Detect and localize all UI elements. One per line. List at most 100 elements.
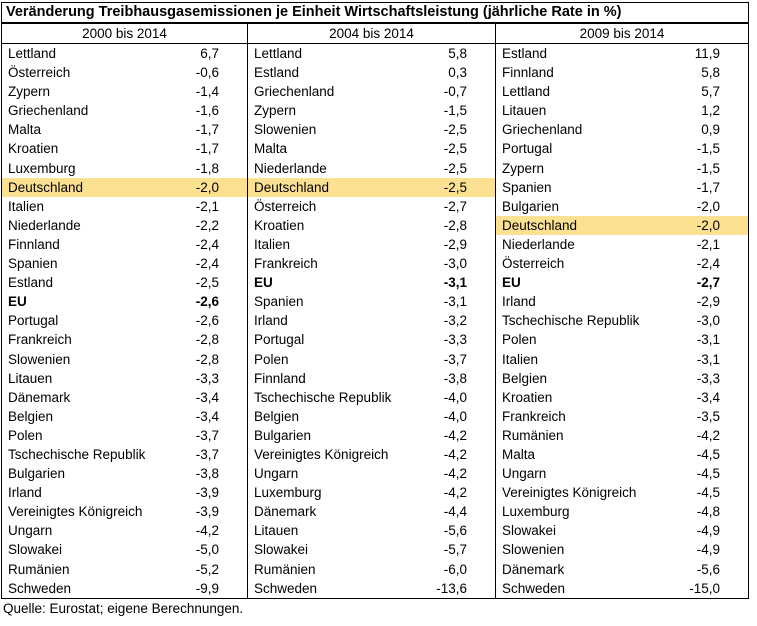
value-label: -3,3 <box>443 332 467 348</box>
value-label: -3,0 <box>443 256 467 272</box>
country-label: Polen <box>8 427 43 443</box>
table-row: Österreich -0,6 <box>2 63 247 82</box>
value-label: -2,0 <box>696 217 720 233</box>
table-row: Litauen 1,2 <box>496 101 748 120</box>
value-label: -3,8 <box>443 370 467 386</box>
table-row: Estland 0,3 <box>248 63 495 82</box>
table-row: Rumänien -5,2 <box>2 560 247 579</box>
table-row: Luxemburg -1,8 <box>2 159 247 178</box>
country-label: Tschechische Republik <box>502 313 640 329</box>
value-label: -13,6 <box>436 580 467 596</box>
country-label: Ungarn <box>502 466 547 482</box>
country-label: Portugal <box>502 141 553 157</box>
value-label: -6,0 <box>443 561 467 577</box>
country-label: Italien <box>502 351 539 367</box>
table-row: Polen -3,7 <box>2 426 247 445</box>
value-label: 11,9 <box>694 46 720 61</box>
country-label: Deutschland <box>254 179 330 195</box>
value-label: -1,7 <box>696 179 720 195</box>
table-row: EU -2,6 <box>2 292 247 311</box>
country-label: Luxemburg <box>254 485 322 501</box>
country-label: Kroatien <box>8 141 59 157</box>
table-row: Litauen -3,3 <box>2 369 247 388</box>
value-label: -1,6 <box>195 103 219 119</box>
country-label: Spanien <box>502 179 552 195</box>
country-label: Portugal <box>254 332 305 348</box>
value-label: -2,0 <box>696 198 720 214</box>
value-label: -2,4 <box>195 256 219 272</box>
country-label: Dänemark <box>502 561 565 577</box>
country-label: Malta <box>254 141 288 157</box>
value-label: -2,1 <box>696 236 720 252</box>
table-row: Slowenien -2,5 <box>248 120 495 139</box>
table-row: Slowakei -5,0 <box>2 540 247 559</box>
value-label: -4,2 <box>443 446 467 462</box>
table-row: Bulgarien -2,0 <box>496 197 748 216</box>
value-label: -0,7 <box>443 84 467 100</box>
country-label: Lettland <box>502 84 551 100</box>
country-label: Österreich <box>254 198 317 214</box>
table-row: Estland -2,5 <box>2 273 247 292</box>
country-label: Slowenien <box>502 542 565 558</box>
table-row: Zypern -1,5 <box>496 159 748 178</box>
value-label: -3,1 <box>696 351 720 367</box>
value-label: -3,2 <box>443 313 467 329</box>
table-row: Italien -2,1 <box>2 197 247 216</box>
table-row: Kroatien -3,4 <box>496 388 748 407</box>
table-row: Slowenien -4,9 <box>496 540 748 559</box>
value-label: -2,0 <box>195 179 219 195</box>
column-headers: 2000 bis 2014 2004 bis 2014 2009 bis 201… <box>2 24 748 44</box>
table-row: Italien -2,9 <box>248 235 495 254</box>
table-row: Tschechische Republik -4,0 <box>248 388 495 407</box>
table-row: Lettland 5,7 <box>496 82 748 101</box>
table-row: Dänemark -4,4 <box>248 502 495 521</box>
table-row: Belgien -4,0 <box>248 407 495 426</box>
country-label: Zypern <box>502 160 545 176</box>
value-label: -2,5 <box>443 122 467 138</box>
value-label: -3,7 <box>195 446 219 462</box>
country-label: Österreich <box>502 256 565 272</box>
table-row: Kroatien -2,8 <box>248 216 495 235</box>
country-label: Slowenien <box>8 351 71 367</box>
table-row: Vereinigtes Königreich -3,9 <box>2 502 247 521</box>
table-row: Spanien -2,4 <box>2 254 247 273</box>
table-row: Litauen -5,6 <box>248 521 495 540</box>
value-label: -3,7 <box>195 427 219 443</box>
value-label: -4,9 <box>696 542 720 558</box>
table-row: Belgien -3,4 <box>2 407 247 426</box>
country-label: Bulgarien <box>502 198 560 214</box>
value-label: -3,1 <box>696 332 720 348</box>
value-label: 6,7 <box>200 46 219 61</box>
value-label: -1,5 <box>696 141 720 157</box>
value-label: -4,2 <box>443 485 467 501</box>
value-label: -3,0 <box>696 313 720 329</box>
country-label: Irland <box>254 313 288 329</box>
value-label: -5,6 <box>696 561 720 577</box>
country-label: Frankreich <box>254 256 318 272</box>
table-row: Malta -4,5 <box>496 445 748 464</box>
country-label: Spanien <box>254 294 304 310</box>
country-label: Griechenland <box>8 103 89 119</box>
country-label: Slowenien <box>254 122 317 138</box>
table-row: Irland -3,2 <box>248 311 495 330</box>
value-label: -1,7 <box>195 122 219 138</box>
value-label: -2,6 <box>195 313 219 329</box>
value-label: -2,1 <box>195 198 219 214</box>
period-column-1: Lettland 5,8 Estland 0,3 Griechenland -0,7 Zyp… <box>247 44 495 598</box>
table-row: Schweden -13,6 <box>248 579 495 598</box>
column-header-2000-2014: 2000 bis 2014 <box>82 26 167 41</box>
country-label: Vereinigtes Königreich <box>254 446 389 462</box>
table-row: Österreich -2,4 <box>496 254 748 273</box>
table-row: Ungarn -4,2 <box>248 464 495 483</box>
country-label: EU <box>254 275 273 291</box>
country-label: Bulgarien <box>8 466 66 482</box>
country-label: Schweden <box>8 580 72 596</box>
country-label: Frankreich <box>8 332 72 348</box>
value-label: -2,5 <box>195 275 219 291</box>
country-label: Niederlande <box>254 160 327 176</box>
table-row: Estland 11,9 <box>496 44 748 63</box>
value-label: -3,1 <box>443 275 467 291</box>
value-label: -2,5 <box>443 141 467 157</box>
value-label: -4,2 <box>443 466 467 482</box>
